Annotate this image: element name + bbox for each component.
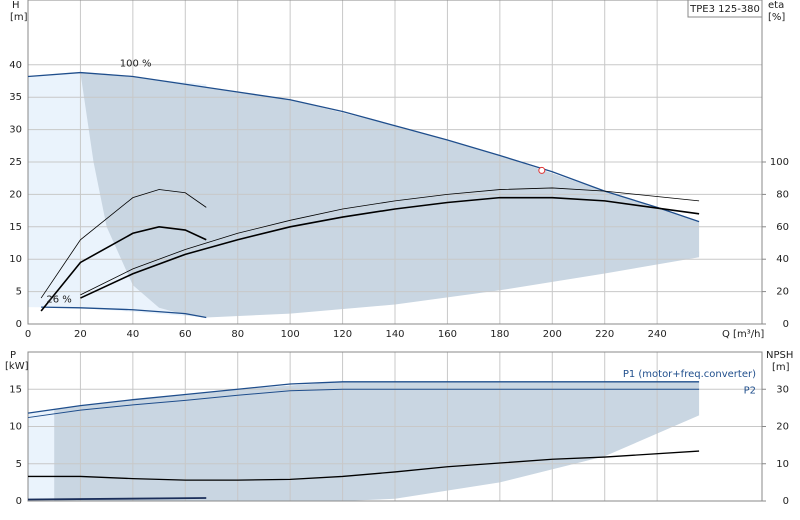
legend-label: P2 [744,386,756,397]
operating-area [80,72,700,318]
y-tick-label: 35 [9,92,22,103]
x-tick-label: 120 [333,329,352,340]
y-tick-label: 5 [16,459,22,470]
curve [28,450,700,481]
y2-tick-label: 30 [776,384,789,395]
x-tick-label: 240 [648,329,667,340]
annotation: 26 % [46,294,71,305]
y-tick-label: 15 [9,384,22,395]
y-tick-label: 25 [9,157,22,168]
y-label: P [10,350,16,361]
y-tick-label: 20 [9,189,22,200]
plot-frame [27,0,763,325]
duty-point [538,166,546,174]
x-tick-label: 220 [595,329,614,340]
y2-tick-label: 0 [783,496,789,507]
x-tick-label: 200 [543,329,562,340]
curve [27,381,700,414]
x-tick-label: 40 [126,329,139,340]
y-tick-label: 10 [9,422,22,433]
y-unit: [m] [10,12,28,23]
title: TPE3 125-380 [689,4,760,15]
x-tick-label: 160 [438,329,457,340]
curve [80,196,700,299]
y-tick-label: 15 [9,222,22,233]
y-tick-label: 0 [16,496,22,507]
x-label: Q [m³/h] [722,329,764,340]
y-unit: [kW] [5,361,29,372]
y-tick-label: 30 [9,125,22,136]
y2-tick-label: 0 [783,319,789,330]
curve [41,306,207,319]
y-tick-label: 0 [16,319,22,330]
y2-tick-label: 20 [776,422,789,433]
plots: 0 20 40 60 80 100 120 140 160 180 200 220 2400510152… [9,0,789,507]
curve [27,71,700,223]
y-tick-label: 10 [9,254,22,265]
y2-tick-label: 80 [776,189,789,200]
plot-frame [27,351,763,502]
x-tick-label: 180 [490,329,509,340]
curve [40,225,207,312]
curve [40,189,207,299]
x-tick-label: 60 [179,329,192,340]
legend-label: P1 (motor+freq.converter) [623,369,756,380]
y2-tick-label: 10 [776,459,789,470]
x-tick-label: 100 [281,329,300,340]
curve [27,388,700,419]
curve [27,497,207,501]
x-tick-label: 0 [25,329,31,340]
y-tick-label: 5 [16,287,22,298]
y2-tick-label: 60 [776,222,789,233]
x-tick-label: 20 [74,329,87,340]
title-box [687,0,763,18]
x-tick-label: 140 [385,329,404,340]
curve [80,187,700,296]
y2-tick-label: 40 [776,254,789,265]
x-tick-label: 80 [231,329,244,340]
y2-unit: [m] [772,362,790,373]
y2-label: eta [768,0,784,11]
operating-area [54,381,700,501]
y2-unit: [%] [768,12,785,23]
y2-tick-label: 100 [770,157,789,168]
annotation: 100 % [120,59,152,70]
y-tick-label: 40 [9,60,22,71]
y2-label: NPSH [766,350,793,361]
y-label: H [12,0,20,11]
y2-tick-label: 20 [776,287,789,298]
